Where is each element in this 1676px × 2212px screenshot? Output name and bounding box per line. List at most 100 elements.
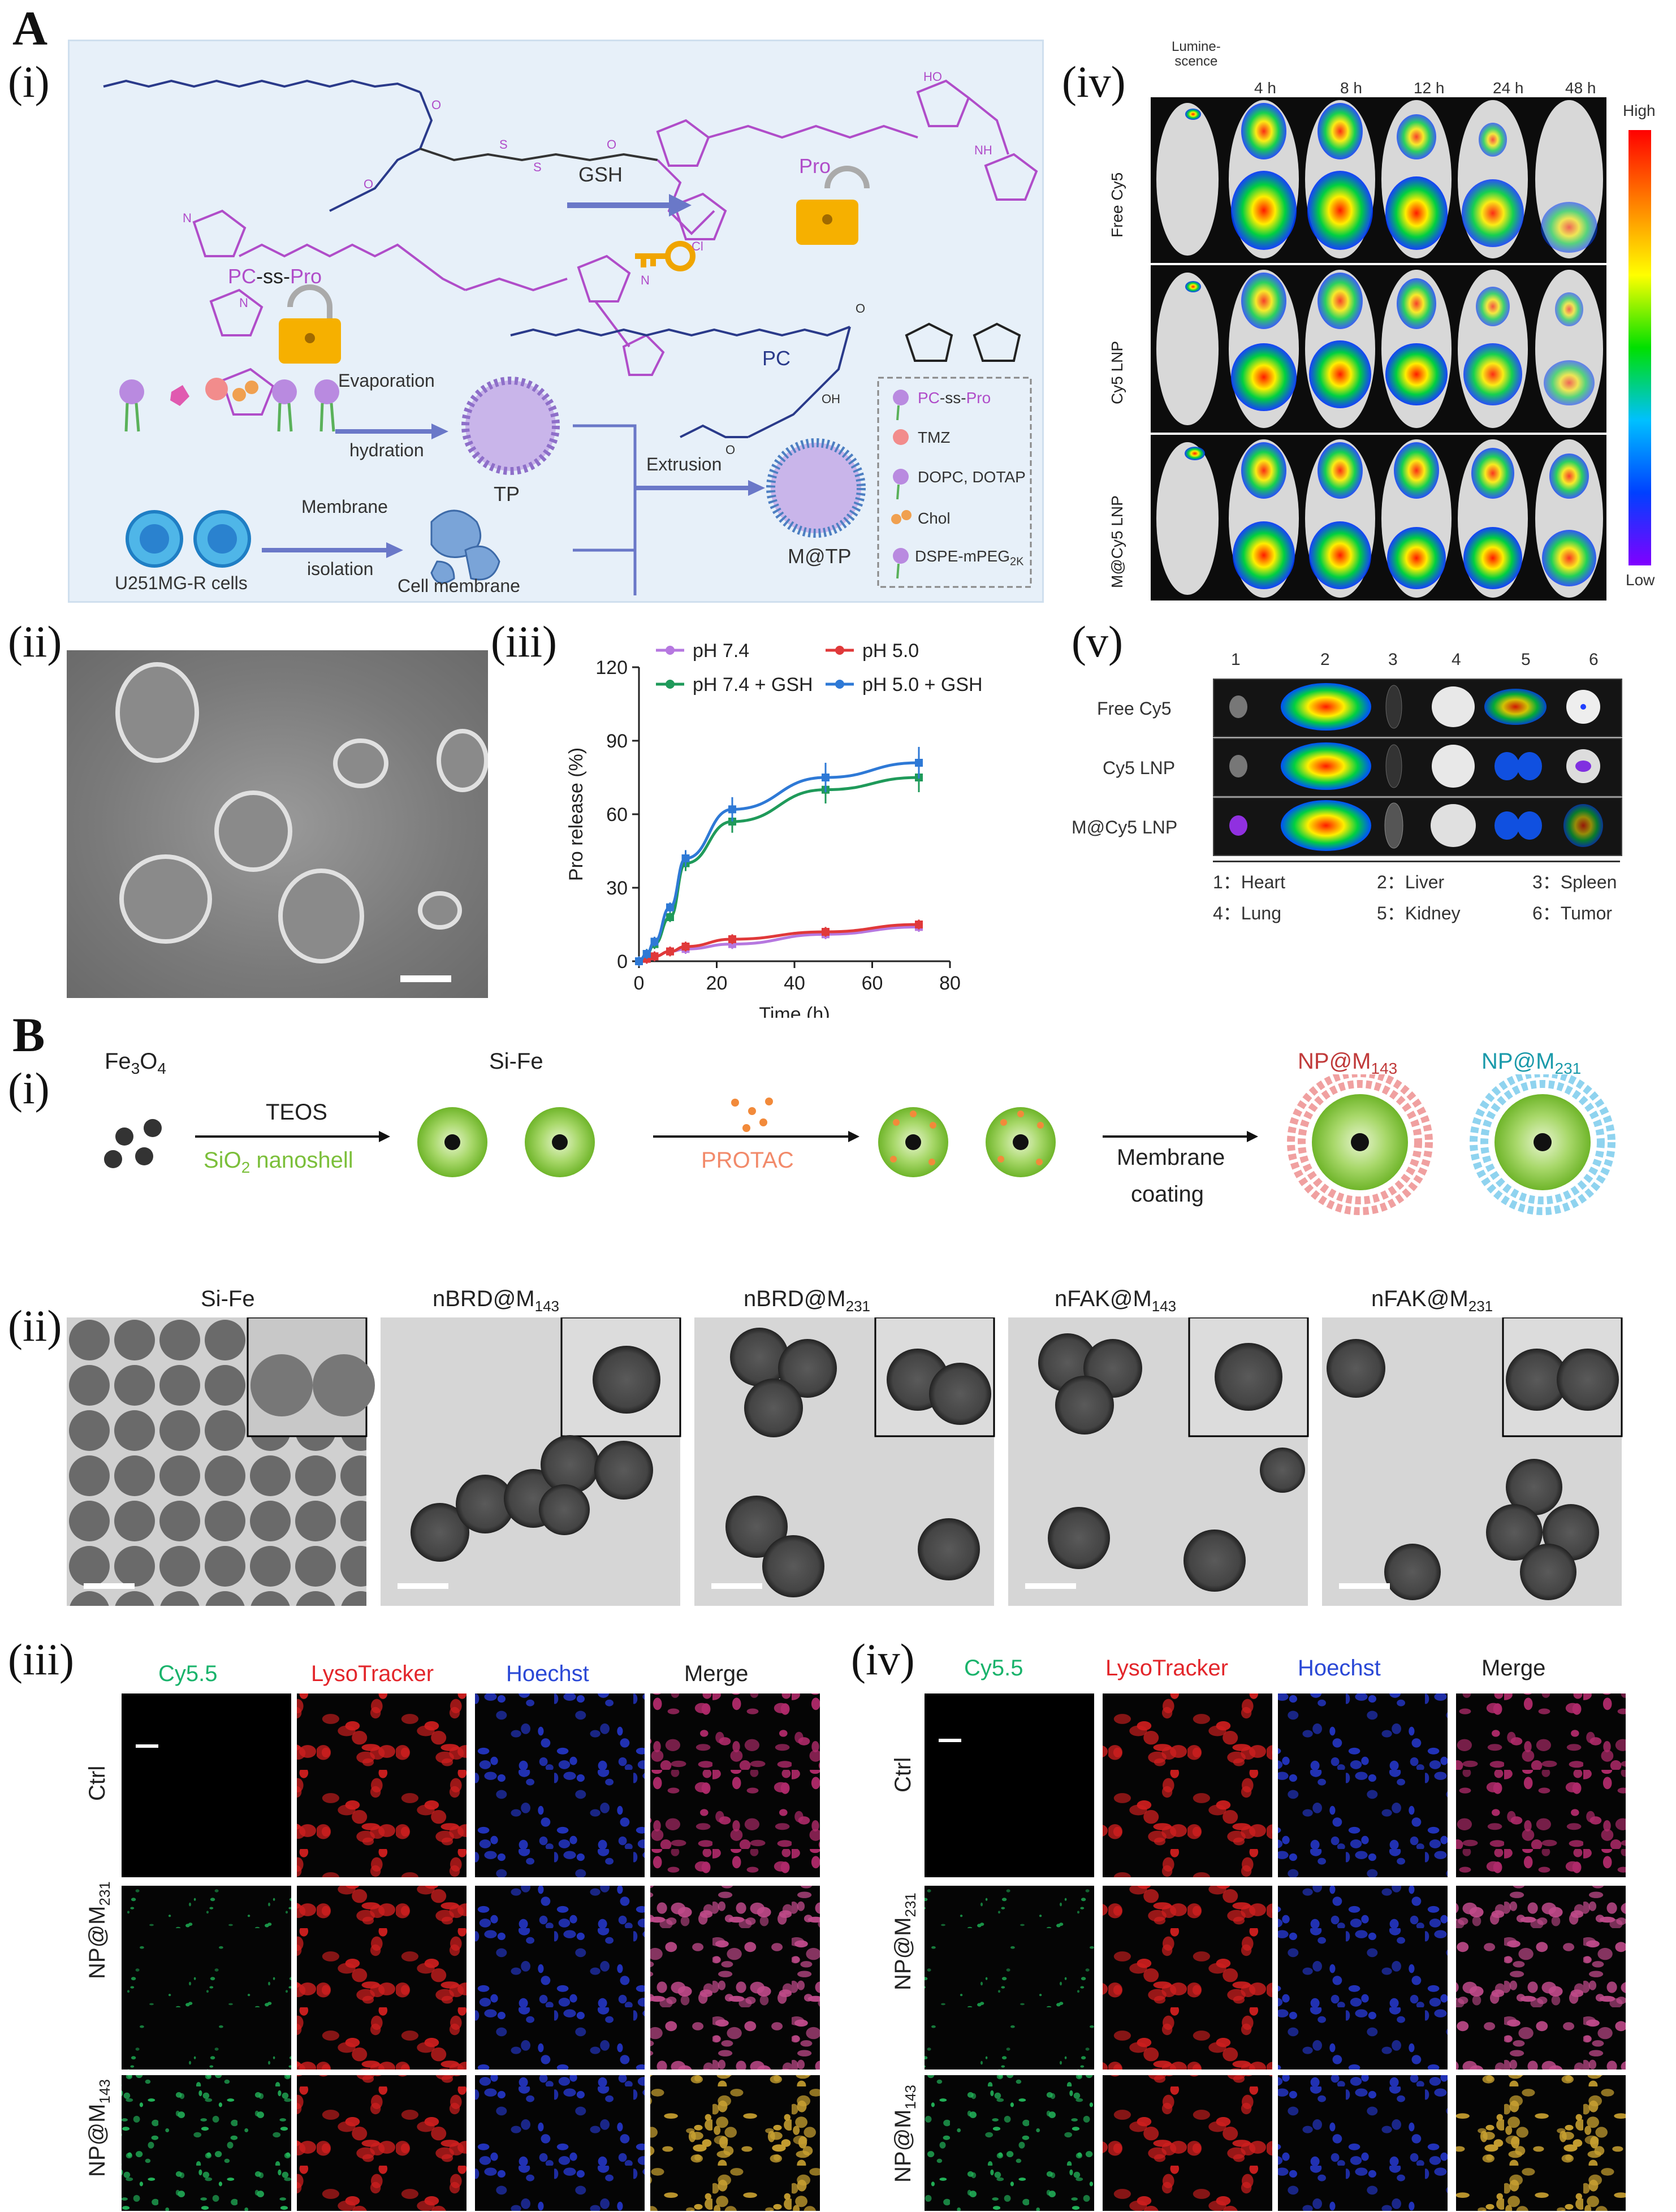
legend-dspe-sub: 2K	[1010, 555, 1024, 568]
y-tick-label-2: 60	[606, 804, 628, 826]
exvivo-key-2: 3：Spleen	[1532, 872, 1617, 892]
legend-label-0: pH 7.4	[693, 640, 749, 662]
confocal-grids	[122, 1693, 1626, 2211]
exvivo-key-4: 5：Kidney	[1377, 903, 1461, 923]
ch-iv-3: Merge	[1481, 1656, 1546, 1680]
pro-label: Pro	[799, 154, 831, 178]
confocal-iv-r0-cy55	[925, 1693, 1094, 1877]
ch-iii-2: Hoechst	[506, 1661, 589, 1686]
y-axis-label: Pro release (%)	[565, 748, 587, 881]
series-2-point-3	[666, 913, 674, 921]
extrusion-label: Extrusion	[646, 454, 722, 474]
tem-label-2-base: nBRD@M	[744, 1286, 846, 1311]
legend-marker-1	[835, 646, 844, 655]
exvivo-col-3: 4	[1452, 650, 1461, 669]
gsh-label: GSH	[578, 163, 623, 186]
legend-item-chol: Chol	[918, 509, 951, 527]
panel-label-A-v: (v)	[1072, 617, 1123, 666]
release-chart: 0 30 60 90 120 0 20 40 60 80 Time (h) Pro release (…	[565, 640, 983, 1018]
fe3o4-label: Fe3O4	[105, 1049, 166, 1078]
pc-ss-pro-label: PC-ss-Pro	[228, 265, 322, 288]
exvivo-key-1: 2：Liver	[1377, 872, 1445, 892]
legend-marker-2	[666, 680, 675, 689]
x-tick-label-3: 60	[862, 973, 883, 994]
exvivo-key-5: 6：Tumor	[1532, 903, 1613, 923]
confocal-iv-r2-cy55	[925, 2075, 1094, 2211]
panel-label-B-iii: (iii)	[8, 1635, 74, 1684]
svg-text:OH: OH	[822, 392, 840, 406]
tp-label: TP	[494, 482, 520, 506]
tem-label-1-sub: 143	[534, 1298, 560, 1315]
ivis-col-0: Lumine- scence	[1172, 39, 1221, 69]
exvivo-row-image-2	[1213, 797, 1622, 856]
x-tick-label-4: 80	[939, 973, 961, 994]
ch-iv-1: LysoTracker	[1105, 1656, 1229, 1680]
ivis-col-4: 24 h	[1493, 79, 1524, 97]
ivis-mice	[1151, 100, 1606, 598]
series-3-point-4	[681, 854, 690, 862]
scale-bar-iii	[136, 1744, 158, 1748]
ivis-row-0: Free Cy5	[1108, 172, 1126, 237]
confocal-iii-r0-lyso	[297, 1693, 466, 1877]
series-2-point-5	[728, 818, 736, 826]
exvivo-key-3: 4：Lung	[1213, 903, 1281, 923]
confocal-iii-r2-hoechst	[475, 2075, 645, 2211]
svg-text:N: N	[239, 296, 248, 310]
exvivo-organs	[1229, 683, 1603, 851]
confocal-iv-r0-lyso	[1103, 1693, 1272, 1877]
cell-membrane-label: Cell membrane	[398, 576, 520, 596]
panel-label-A-i: (i)	[8, 57, 50, 106]
panel-label-A-iii: (iii)	[491, 617, 557, 666]
chemical-structures: N O O S S O N N HO NH Cl O OH O	[103, 70, 1038, 595]
tem-label-0: Si-Fe	[201, 1286, 255, 1315]
ivis-col-2: 8 h	[1340, 79, 1362, 97]
confocal-iii-r0-cy55	[122, 1693, 291, 1877]
confocal-iii-r0-hoechst	[475, 1693, 645, 1877]
legend-item-tmz: TMZ	[918, 429, 951, 446]
tem-label-1: nBRD@M143	[433, 1286, 559, 1315]
legend-label-1: pH 5.0	[862, 640, 919, 662]
tem-label-2-sub: 231	[845, 1298, 871, 1315]
pc-ss-pro-part-b: -ss-	[256, 265, 290, 288]
evaporation-label: Evaporation	[338, 370, 435, 391]
np231-label: NP@M231	[1481, 1049, 1581, 1078]
confocal-iii-r1-cy55	[122, 1886, 291, 2070]
legend-item-dopc: DOPC, DOTAP	[918, 468, 1026, 486]
svg-text:S: S	[499, 137, 508, 152]
np143-base: NP@M	[1298, 1049, 1371, 1074]
series-3-point-2	[650, 937, 659, 946]
legend-pc-part-b: -ss-	[939, 389, 966, 407]
tem-label-3-sub: 143	[1151, 1298, 1177, 1315]
exvivo-row-image-0	[1213, 679, 1622, 737]
series-3-point-5	[728, 805, 736, 814]
exvivo-key-0: 1：Heart	[1213, 872, 1286, 892]
np231-sub: 231	[1554, 1060, 1582, 1077]
confocal-iv-r2-hoechst	[1278, 2075, 1448, 2211]
legend-marker-3	[835, 680, 844, 689]
panel-label-B-iv: (iv)	[851, 1635, 915, 1684]
series-1-point-2	[650, 952, 659, 961]
panel-label-B: B	[12, 1008, 45, 1062]
confocal-iii-r0-merge	[650, 1693, 820, 1877]
panel-label-A-ii: (ii)	[8, 617, 62, 666]
confocal-iv-r0-merge	[1456, 1693, 1626, 1877]
pc-label: PC	[762, 347, 791, 370]
series-line-0	[638, 925, 919, 963]
series-1-point-3	[666, 947, 674, 956]
ch-iii-0: Cy5.5	[158, 1661, 218, 1686]
tem-label-0-base: Si-Fe	[201, 1286, 255, 1311]
svg-text:NH: NH	[974, 143, 992, 157]
series-1-point-4	[681, 943, 690, 951]
series-3-point-7	[915, 759, 923, 767]
tem-label-1-base: nBRD@M	[433, 1286, 535, 1311]
panel-label-A: A	[12, 1, 48, 55]
svg-text:O: O	[364, 177, 373, 191]
ch-iii-3: Merge	[684, 1661, 749, 1686]
exvivo-row-1: Cy5 LNP	[1103, 758, 1176, 778]
tem-images-B-ii	[67, 1317, 1623, 1606]
svg-text:O: O	[431, 98, 441, 112]
tem-label-3: nFAK@M143	[1055, 1286, 1176, 1315]
confocal-iv-r1-lyso	[1103, 1886, 1272, 2070]
protac-label: PROTAC	[701, 1148, 794, 1173]
exvivo-col-5: 6	[1589, 650, 1599, 669]
